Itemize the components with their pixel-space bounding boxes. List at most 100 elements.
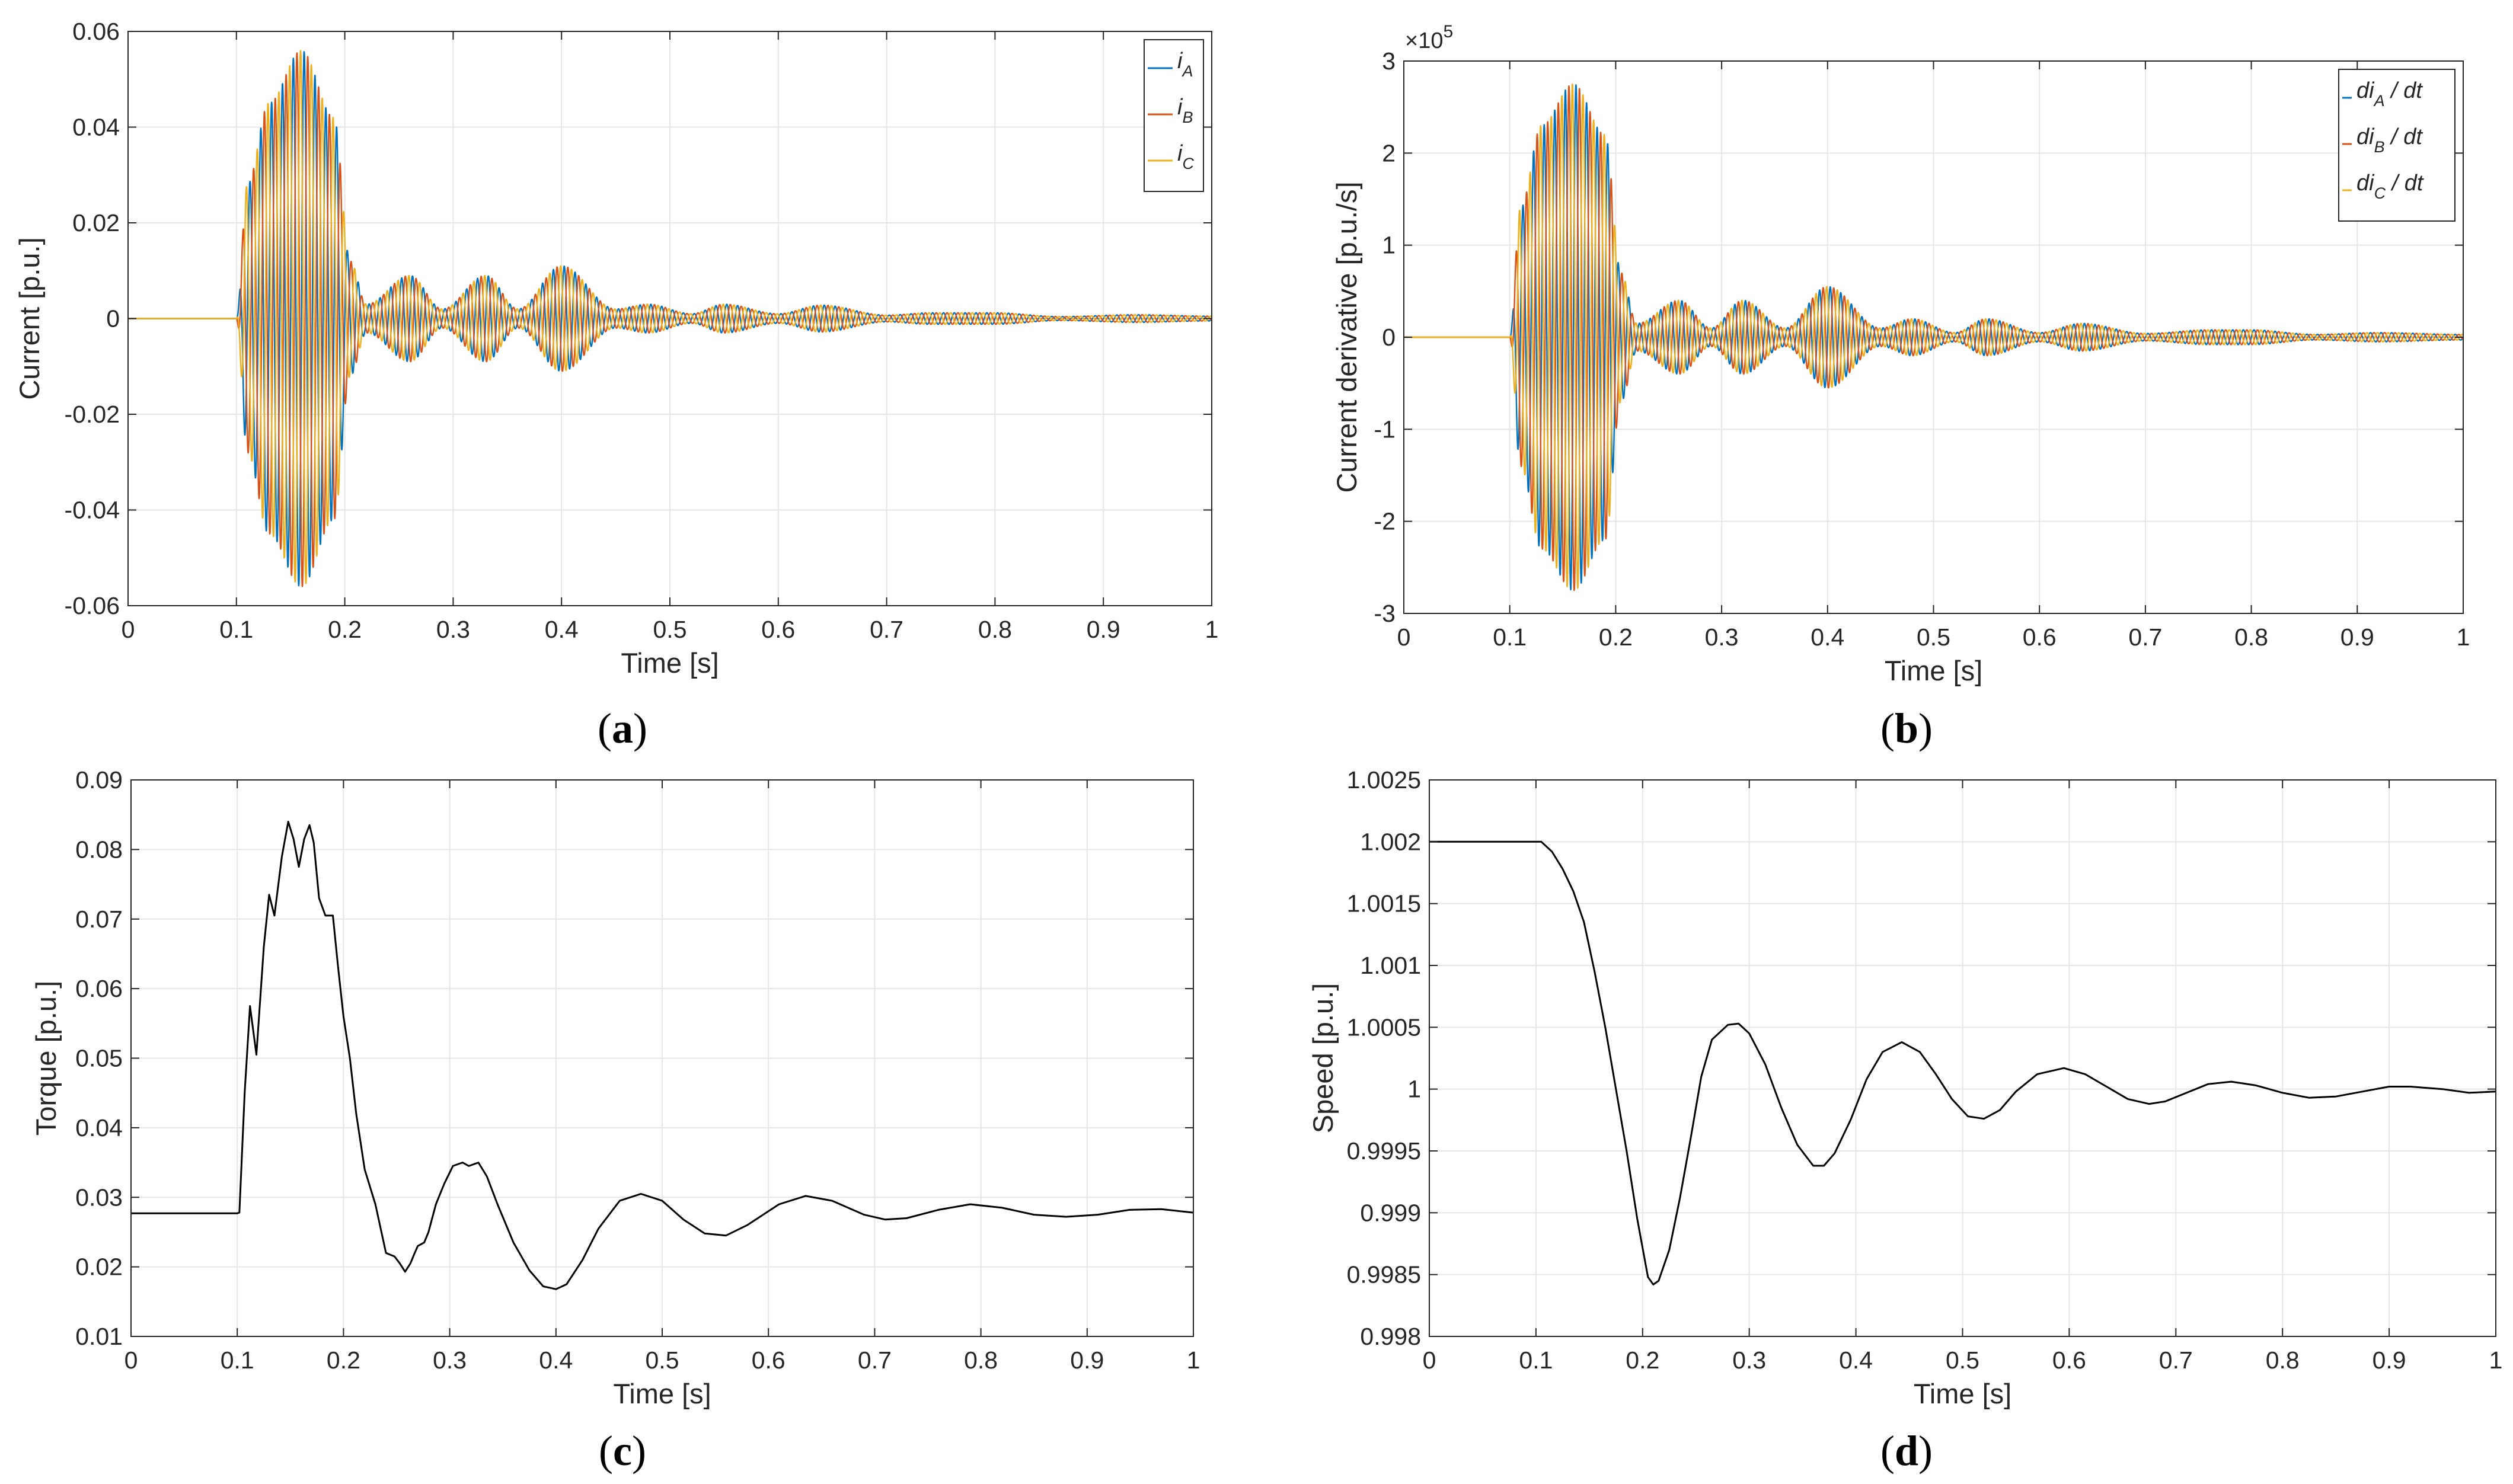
series-group (1404, 83, 2463, 591)
x-tick-label: 0.2 (328, 616, 362, 643)
legend-suffix: / dt (2386, 171, 2424, 196)
y-axis-label: Torque [p.u.] (30, 981, 62, 1136)
y-tick-label: 0.04 (72, 114, 120, 141)
x-axis-label: Time [s] (621, 647, 719, 679)
x-tick-label: 0.5 (653, 616, 687, 643)
legend-base: di (2356, 78, 2375, 103)
x-tick-label: 0.7 (870, 616, 903, 643)
x-tick-label: 0.8 (2234, 623, 2268, 651)
panel-caption: (a) (598, 705, 647, 752)
x-tick-label: 0.6 (752, 1347, 785, 1374)
x-tick-label: 0.7 (2159, 1347, 2193, 1374)
x-tick-label: 0 (124, 1347, 138, 1374)
x-tick-label: 0.8 (964, 1347, 998, 1374)
x-axis-label: Time [s] (1885, 655, 1982, 686)
y-tick-label: 1 (1407, 1076, 1421, 1103)
x-tick-label: 0.9 (1070, 1347, 1104, 1374)
legend-subscript: B (1182, 108, 1193, 126)
chart-b: 0 0.1 0.2 0.3 0.4 0.5 0.6 0.7 0.8 0.9 1 -3 -2 -1 0 1 2 3 T… (1331, 22, 2470, 752)
series-line-1 (1429, 840, 2496, 1285)
legend-base: di (2356, 124, 2375, 149)
tick-labels: 0 0.1 0.2 0.3 0.4 0.5 0.6 0.7 0.8 0.9 1 0.998 0.9985… (1347, 766, 2503, 1374)
legend-base: di (2356, 171, 2375, 196)
legend-base: i (1177, 141, 1183, 166)
y-tick-label: 0.05 (75, 1045, 123, 1072)
series-line-3 (128, 50, 1212, 584)
x-tick-label: 0.1 (1493, 623, 1527, 651)
y-tick-label: 1.001 (1360, 952, 1421, 979)
y-exponent-label: ×105 (1405, 22, 1453, 53)
y-tick-label: 0.06 (72, 18, 120, 45)
x-tick-label: 0.6 (2052, 1347, 2086, 1374)
x-tick-label: 0.1 (221, 1347, 254, 1374)
x-tick-label: 1 (1205, 616, 1219, 643)
panel-caption: (c) (599, 1427, 646, 1475)
y-tick-label: 0.09 (75, 766, 123, 794)
x-tick-label: 0.6 (761, 616, 795, 643)
caption-letter: c (613, 1427, 632, 1475)
legend-subscript: C (1182, 155, 1194, 172)
y-tick-label: 0.9995 (1347, 1137, 1421, 1165)
chart-d: 0 0.1 0.2 0.3 0.4 0.5 0.6 0.7 0.8 0.9 1 0.998 0.9985… (1307, 766, 2502, 1475)
y-tick-label: 1.0025 (1347, 766, 1421, 794)
y-tick-label: 0.999 (1360, 1199, 1421, 1226)
caption-open: ( (599, 1427, 613, 1475)
exponent-power: 5 (1443, 22, 1453, 41)
legend-subscript: B (2374, 138, 2385, 156)
x-tick-label: 0.8 (978, 616, 1012, 643)
y-tick-label: 0.9985 (1347, 1261, 1421, 1288)
series-line-1 (1404, 84, 2463, 591)
x-tick-label: 0.4 (1810, 623, 1844, 651)
y-tick-label: -2 (1374, 508, 1396, 535)
y-tick-label: -3 (1374, 600, 1396, 627)
caption-open: ( (598, 705, 612, 752)
legend-label-2: iB (1177, 95, 1193, 126)
x-axis-label: Time [s] (1914, 1378, 2011, 1409)
chart-c: 0 0.1 0.2 0.3 0.4 0.5 0.6 0.7 0.8 0.9 1 0.01 0.02 0.0… (30, 766, 1200, 1475)
series-line-1 (131, 820, 1193, 1290)
x-tick-label: 0.9 (2372, 1347, 2406, 1374)
y-tick-label: 1 (1382, 232, 1396, 259)
panel-caption: (d) (1880, 1427, 1933, 1475)
legend-label-2: diB / dt (2356, 124, 2423, 156)
y-tick-label: 0 (106, 305, 120, 332)
x-tick-label: 0.4 (1839, 1347, 1873, 1374)
caption-close: ) (1918, 705, 1933, 752)
legend-label-3: iC (1177, 141, 1194, 172)
legend-base: i (1177, 95, 1183, 120)
chart-a: 0 0.1 0.2 0.3 0.4 0.5 0.6 0.7 0.8 0.9 1 -0.06 -0.04 -… (14, 18, 1218, 752)
x-tick-label: 0.3 (1705, 623, 1739, 651)
y-tick-label: 0.08 (75, 836, 123, 863)
x-tick-label: 0.2 (327, 1347, 360, 1374)
x-tick-label: 0.6 (2023, 623, 2057, 651)
x-tick-label: 0.7 (858, 1347, 892, 1374)
x-tick-label: 1 (2489, 1347, 2503, 1374)
x-tick-label: 1 (2457, 623, 2470, 651)
tick-labels: 0 0.1 0.2 0.3 0.4 0.5 0.6 0.7 0.8 0.9 1 -3 -2 -1 0 1 2 3 (1374, 47, 2470, 651)
y-tick-label: 1.002 (1360, 828, 1421, 855)
y-tick-label: 0.02 (75, 1253, 123, 1281)
legend-box (1144, 39, 1204, 192)
legend-label-3: diC / dt (2356, 171, 2424, 202)
x-tick-label: 0.5 (1917, 623, 1950, 651)
legend-box (2338, 69, 2455, 222)
x-tick-label: 0.3 (433, 1347, 467, 1374)
x-tick-label: 0.3 (436, 616, 470, 643)
x-tick-label: 0 (122, 616, 135, 643)
series-line-2 (128, 52, 1212, 587)
y-tick-label: -0.06 (65, 592, 120, 619)
caption-open: ( (1880, 1427, 1895, 1475)
y-tick-label: -1 (1374, 415, 1396, 443)
legend-label-1: diA / dt (2356, 78, 2423, 110)
x-tick-label: 0 (1423, 1347, 1436, 1374)
y-tick-label: 0.01 (75, 1323, 123, 1350)
y-tick-label: 0.02 (72, 209, 120, 236)
y-tick-label: 0.998 (1360, 1323, 1421, 1350)
x-tick-label: 0.9 (1087, 616, 1120, 643)
y-axis-label: Current derivative [p.u./s] (1331, 181, 1362, 492)
y-tick-label: 0.03 (75, 1184, 123, 1211)
legend-subscript: A (1181, 62, 1193, 80)
